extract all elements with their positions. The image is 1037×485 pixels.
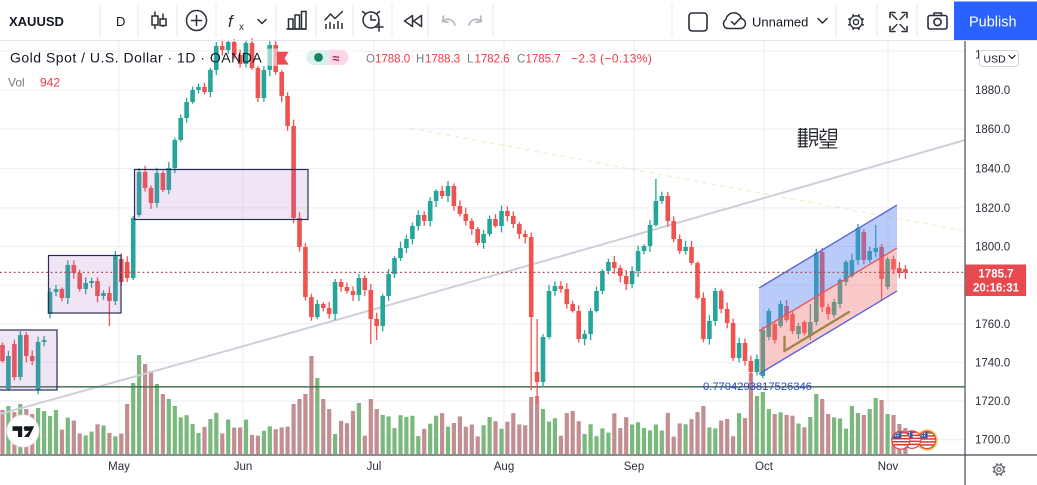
svg-text:1700.0: 1700.0 [975, 435, 1010, 447]
svg-text:≈: ≈ [333, 51, 340, 65]
svg-text:Oct: Oct [755, 461, 774, 473]
svg-text:Jun: Jun [234, 461, 253, 473]
svg-text:1788.0: 1788.0 [375, 54, 410, 66]
svg-text:L: L [467, 54, 474, 66]
svg-text:942: 942 [40, 76, 60, 90]
svg-text:Nov: Nov [878, 461, 899, 473]
svg-text:f: f [228, 12, 235, 31]
svg-text:Unnamed: Unnamed [752, 15, 808, 30]
svg-text:Aug: Aug [494, 461, 514, 473]
svg-text:1760.0: 1760.0 [975, 319, 1010, 331]
svg-text:Vol: Vol [8, 76, 25, 90]
svg-text:1785.7: 1785.7 [978, 269, 1013, 281]
svg-text:1880.0: 1880.0 [975, 85, 1010, 97]
svg-text:−2.3 (−0.13%): −2.3 (−0.13%) [571, 52, 652, 66]
svg-text:1740.0: 1740.0 [975, 357, 1010, 369]
svg-text:D: D [116, 14, 125, 29]
svg-text:1788.3: 1788.3 [425, 54, 460, 66]
svg-text:USD: USD [984, 54, 1007, 66]
svg-text:Sep: Sep [624, 461, 644, 473]
svg-text:O: O [366, 54, 375, 66]
svg-text:20:16:31: 20:16:31 [973, 283, 1020, 295]
svg-text:1782.6: 1782.6 [475, 54, 510, 66]
svg-text:1785.7: 1785.7 [526, 54, 561, 66]
svg-text:1820.0: 1820.0 [975, 203, 1010, 215]
svg-text:Gold Spot / U.S. Dollar · 1D ·: Gold Spot / U.S. Dollar · 1D · OANDA [10, 50, 262, 66]
svg-text:1860.0: 1860.0 [975, 124, 1010, 136]
svg-text:May: May [108, 461, 130, 473]
svg-text:1840.0: 1840.0 [975, 164, 1010, 176]
svg-text:C: C [517, 54, 525, 66]
svg-text:0.7704293817526346: 0.7704293817526346 [703, 381, 812, 393]
svg-text:XAUUSD: XAUUSD [9, 14, 64, 29]
svg-text:1720.0: 1720.0 [975, 396, 1010, 408]
svg-text:H: H [416, 54, 424, 66]
svg-text:1800.0: 1800.0 [975, 242, 1010, 254]
svg-text:x: x [239, 22, 244, 33]
svg-text:Jul: Jul [367, 461, 382, 473]
svg-text:Publish: Publish [969, 15, 1017, 31]
